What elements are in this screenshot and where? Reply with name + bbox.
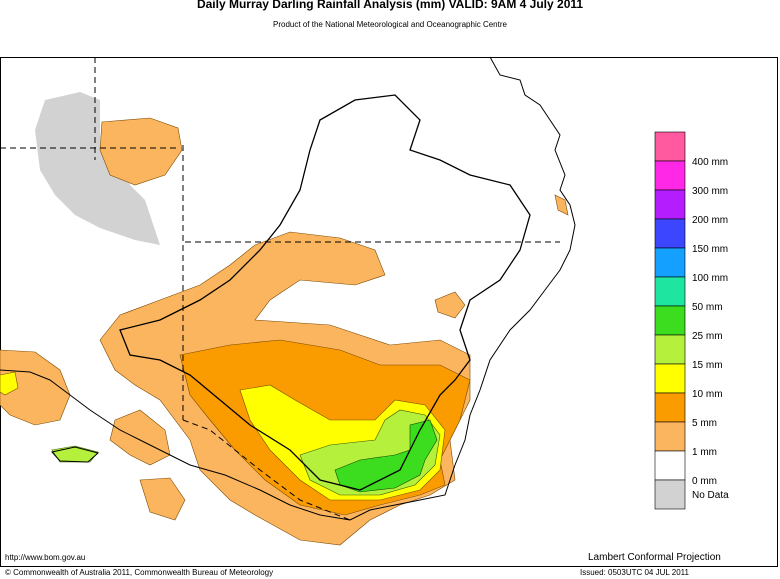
legend-swatch: [654, 276, 686, 307]
rain-25mm: [334, 419, 438, 493]
legend-label: 200 mm: [692, 215, 728, 226]
legend-label: No Data: [692, 490, 729, 501]
legend-label: 1 mm: [692, 447, 717, 458]
legend-label: 15 mm: [692, 360, 723, 371]
island: [51, 446, 100, 463]
legend-label: 50 mm: [692, 302, 723, 313]
map-title: Daily Murray Darling Rainfall Analysis (…: [197, 0, 583, 11]
projection: Lambert Conformal Projection: [588, 552, 721, 563]
legend-swatch: [654, 247, 686, 278]
copyright: © Commonwealth of Australia 2011, Common…: [5, 568, 273, 577]
legend-swatch: [654, 160, 686, 191]
basin-boundary: [119, 94, 531, 491]
legend-label: 25 mm: [692, 331, 723, 342]
legend-swatch: [654, 421, 686, 452]
legend-swatch: [654, 363, 686, 394]
map: [0, 56, 778, 567]
map-subtitle: Product of the National Meteorological a…: [273, 20, 507, 29]
legend-label: 400 mm: [692, 157, 728, 168]
state-borders: [0, 57, 560, 521]
legend-label: 150 mm: [692, 244, 728, 255]
no-data-area: [35, 92, 160, 245]
legend-swatch: [654, 479, 686, 510]
rain-10mm: [0, 371, 19, 396]
legend-swatch: [654, 218, 686, 249]
source-url: http://www.bom.gov.au: [5, 553, 85, 562]
legend-swatch: [654, 189, 686, 220]
legend-label: 5 mm: [692, 418, 717, 429]
legend-swatch: [654, 392, 686, 423]
coastline: [0, 56, 576, 521]
legend-swatch: [654, 305, 686, 336]
legend: 400 mm 300 mm 200 mm 150 mm 100 mm 50 mm 25 mm…: [654, 131, 729, 510]
legend-swatch: [654, 131, 686, 162]
legend-label: 300 mm: [692, 186, 728, 197]
legend-label: 0 mm: [692, 476, 717, 487]
legend-label: 100 mm: [692, 273, 728, 284]
legend-label: 10 mm: [692, 389, 723, 400]
legend-swatch: [654, 334, 686, 365]
legend-swatch: [654, 450, 686, 481]
issued: Issued: 0503UTC 04 JUL 2011: [580, 568, 690, 577]
